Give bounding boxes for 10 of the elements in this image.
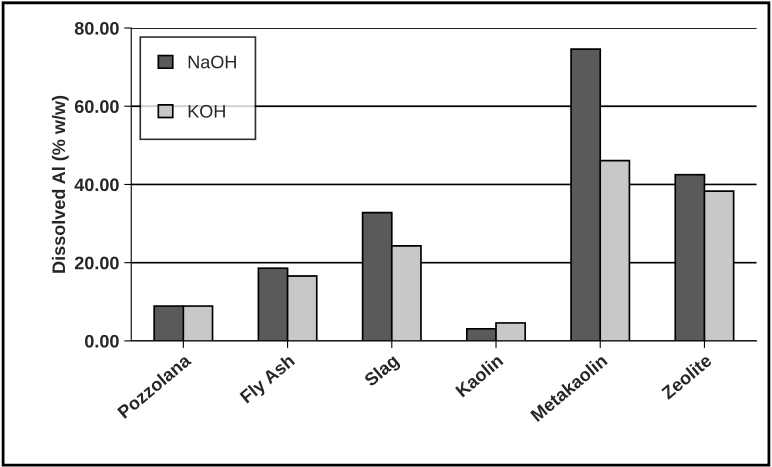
y-axis-title: Dissolved Al (% w/w) [52,96,69,273]
y-tick-label: 60.00 [74,100,119,113]
y-tick-label: 40.00 [74,178,119,192]
legend-label: NaOH [188,56,236,68]
y-tick-label: 0.00 [85,334,119,348]
legend-label: KOH [188,104,225,118]
y-tick-label: 20.00 [74,256,119,270]
x-tick-label: Fly Ash [239,353,298,406]
y-tick-label: 80.00 [74,22,119,35]
x-tick-label: Slag [362,353,402,390]
